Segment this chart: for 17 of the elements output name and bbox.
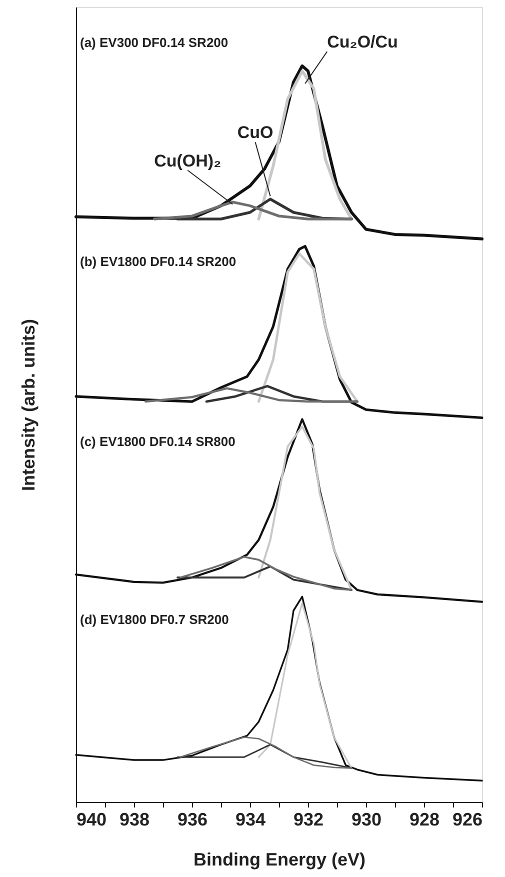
x-tick-label: 936 [177,810,208,830]
annotation: CuO [237,123,274,142]
annotation: Cu(OH)₂ [154,151,222,170]
annotation: (d) EV1800 DF0.7 SR200 [80,612,229,627]
x-axis-title: Binding Energy (eV) [193,850,366,870]
x-tick-label: 926 [452,810,482,830]
y-axis-title: Intensity (arb. units) [18,318,38,492]
annotation: (b) EV1800 DF0.14 SR200 [80,254,236,269]
x-tick-label: 934 [235,810,266,830]
x-tick-label: 932 [293,810,324,830]
x-tick-label: 940 [76,810,107,830]
x-tick-label: 930 [351,810,382,830]
annotation: (c) EV1800 DF0.14 SR800 [80,434,236,449]
x-tick-label: 928 [409,810,440,830]
x-tick-label: 938 [119,810,150,830]
annotation: Cu₂O/Cu [327,32,398,52]
text: (a) EV300 DF0.14 SR200 [80,35,228,50]
